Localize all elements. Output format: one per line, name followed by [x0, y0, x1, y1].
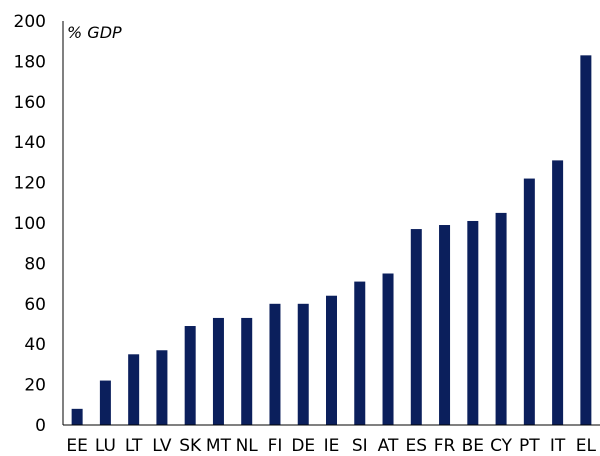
x-tick-label: IE [324, 436, 340, 456]
x-tick-label: SI [352, 436, 368, 456]
y-axis-unit-label: % GDP [67, 23, 122, 42]
x-axis-ticks: EE LU LT LV SK MT NL FI DE IE SI AT ES FR BE CY PT IT EL [66, 436, 596, 456]
y-tick-label: 100 [14, 214, 46, 234]
bar-fr [439, 225, 451, 425]
bar-it [552, 160, 564, 425]
bar-si [354, 281, 366, 425]
bar-lu [99, 380, 111, 425]
x-tick-label: EE [66, 436, 87, 456]
bar-de [297, 303, 309, 425]
y-tick-label: 20 [24, 376, 46, 396]
bar-ee [71, 408, 83, 425]
bar-cy [495, 212, 507, 425]
y-tick-label: 140 [14, 133, 46, 153]
x-tick-label: FR [434, 436, 456, 456]
x-tick-label: LT [125, 436, 143, 456]
bar-be [467, 220, 479, 425]
x-tick-label: AT [378, 436, 399, 456]
x-tick-label: IT [550, 436, 566, 456]
x-tick-label: PT [519, 436, 540, 456]
y-axis-ticks: 0 20 40 60 80 100 120 140 160 180 200 [14, 12, 46, 436]
x-tick-label: LU [95, 436, 116, 456]
x-tick-label: NL [236, 436, 259, 456]
x-tick-label: ES [406, 436, 428, 456]
x-tick-label: FI [268, 436, 283, 456]
x-tick-label: CY [490, 436, 513, 456]
bar-ie [326, 295, 337, 425]
bar-sk [184, 326, 196, 425]
bar-mt [212, 317, 224, 425]
bar-lv [156, 350, 168, 425]
bar-lt [128, 354, 140, 425]
y-tick-label: 180 [14, 52, 46, 72]
x-tick-label: SK [179, 436, 202, 456]
bar-pt [523, 178, 535, 425]
bar-at [382, 273, 394, 425]
bar-fi [269, 303, 281, 425]
bars-group [71, 55, 592, 426]
x-tick-label: DE [291, 436, 315, 456]
y-tick-label: 0 [35, 416, 46, 436]
y-tick-label: 40 [24, 335, 46, 355]
x-tick-label: LV [152, 436, 172, 456]
bar-nl [241, 317, 253, 425]
y-tick-label: 80 [24, 254, 46, 274]
x-tick-label: BE [462, 436, 484, 456]
x-tick-label: EL [576, 436, 597, 456]
y-tick-label: 200 [14, 12, 46, 32]
y-tick-label: 160 [14, 93, 46, 113]
y-tick-label: 120 [14, 174, 46, 194]
x-tick-label: MT [206, 436, 232, 456]
bar-es [410, 229, 422, 425]
bar-el [580, 55, 592, 426]
y-tick-label: 60 [24, 295, 46, 315]
